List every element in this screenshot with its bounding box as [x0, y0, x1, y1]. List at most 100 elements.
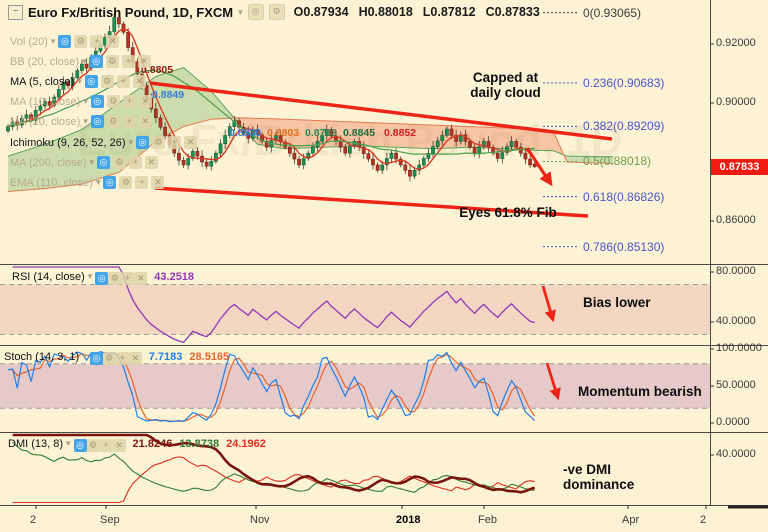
stoch-legend-row[interactable]: Stoch (14, 3, 1) ▾ ◎ ⚙ + ✕ 7.7183 28.5165 — [4, 349, 229, 365]
chevron-down-icon[interactable]: ▾ — [95, 177, 101, 187]
settings-gear-icon[interactable]: ⚙ — [106, 95, 120, 108]
settings-gear-icon[interactable]: ⚙ — [108, 271, 122, 285]
axis-tick-label: 40.0000 — [716, 315, 756, 327]
legend-row-ma-10-close[interactable]: MA (10, close) ▾ ◎ ⚙ + ✕ — [10, 94, 152, 109]
time-axis-label: Sep — [100, 514, 120, 526]
hide-series-button[interactable]: ◎ — [247, 4, 264, 20]
axis-tick-label: 100.0000 — [716, 342, 762, 354]
chevron-down-icon[interactable]: ▾ — [50, 36, 56, 46]
settings-gear-icon[interactable]: ⚙ — [106, 115, 120, 128]
add-indicator-icon[interactable]: + — [99, 438, 113, 452]
remove-indicator-icon[interactable]: ✕ — [106, 35, 120, 48]
remove-indicator-icon[interactable]: ✕ — [112, 438, 126, 452]
visibility-toggle-icon[interactable]: ◎ — [103, 176, 117, 189]
add-indicator-icon[interactable]: + — [122, 95, 136, 108]
remove-indicator-icon[interactable]: ✕ — [144, 156, 158, 169]
annotation-dmi-dominance: -ve DMI dominance — [563, 462, 634, 492]
annotation-eyes-fib: Eyes 61.8% Fib — [448, 205, 568, 220]
visibility-toggle-icon[interactable]: ◎ — [89, 351, 103, 365]
chevron-down-icon[interactable]: ▾ — [89, 157, 94, 167]
visibility-toggle-icon[interactable]: ◎ — [136, 136, 150, 149]
dmi-label: DMI (13, 8) — [8, 437, 64, 450]
legend-row-ema-110-close[interactable]: EMA (110, close) ▾ ◎ ⚙ + ✕ — [10, 175, 165, 190]
legend-row-bb-20-close[interactable]: BB (20, close) ▾ ◎ ⚙ + ✕ — [10, 54, 151, 69]
settings-gear-icon[interactable]: ⚙ — [112, 156, 126, 169]
fib-level-label: 0.5(0.88018) — [583, 154, 652, 169]
remove-indicator-icon[interactable]: ✕ — [138, 95, 152, 108]
ichimoku-value-label: 0.8852 — [384, 127, 417, 139]
add-indicator-icon[interactable]: + — [115, 351, 129, 365]
remove-indicator-icon[interactable]: ✕ — [128, 351, 142, 365]
indicator-label: EMA (110, close) — [10, 176, 93, 189]
settings-gear-icon[interactable]: ⚙ — [100, 75, 114, 88]
settings-gear-icon[interactable]: ⚙ — [86, 438, 100, 452]
add-indicator-icon[interactable]: + — [90, 35, 104, 48]
remove-indicator-icon[interactable]: ✕ — [184, 136, 198, 149]
time-axis-label: 2 — [30, 514, 37, 526]
legend-row-ma-5-close[interactable]: MA (5, close) ▾ ◎ ⚙ + ✕ — [10, 74, 146, 89]
visibility-toggle-icon[interactable]: ◎ — [90, 95, 104, 108]
settings-gear-icon[interactable]: ⚙ — [105, 55, 119, 68]
dmi-legend-row[interactable]: DMI (13, 8) ▾ ◎ ⚙ + ✕ 21.8246 13.8738 24.19… — [8, 436, 266, 452]
pane-separators — [0, 0, 768, 509]
remove-indicator-icon[interactable]: ✕ — [132, 75, 146, 88]
remove-indicator-icon[interactable]: ✕ — [138, 115, 152, 128]
chevron-down-icon[interactable]: ▾ — [238, 6, 243, 17]
rsi-value: 43.2518 — [154, 270, 195, 283]
trend-channel[interactable] — [149, 81, 613, 218]
symbol-title[interactable]: Euro Fx/British Pound, 1D, FXCM — [28, 4, 234, 20]
settings-gear-icon[interactable]: ⚙ — [152, 136, 166, 149]
legend-row-ichimoku-9-26-52-26[interactable]: Ichimoku (9, 26, 52, 26) ▾ ◎ ⚙ + ✕ — [10, 135, 198, 150]
settings-gear-icon[interactable]: ⚙ — [119, 176, 133, 189]
fib-level-label: 0.786(0.85130) — [583, 239, 665, 254]
fib-level-label: 0.618(0.86826) — [583, 189, 665, 204]
legend-row-ma-20-close[interactable]: MA (20, close) ▾ ◎ ⚙ + ✕ — [10, 114, 152, 129]
annotation-line: dominance — [563, 477, 635, 492]
rsi-pane — [0, 266, 710, 343]
time-axis-label: Nov — [250, 514, 270, 526]
chevron-down-icon[interactable]: ▾ — [128, 137, 134, 147]
rsi-legend-row[interactable]: RSI (14, close) ▾ ◎ ⚙ + ✕ 43.2518 — [12, 269, 195, 285]
visibility-toggle-icon[interactable]: ◎ — [95, 271, 109, 285]
chevron-down-icon[interactable]: ▾ — [82, 351, 87, 361]
rsi-label: RSI (14, close) — [12, 270, 85, 283]
axis-tick-label: 0.90000 — [716, 96, 756, 108]
legend-row-vol-20[interactable]: Vol (20) ▾ ◎ ⚙ + ✕ — [10, 34, 120, 49]
annotation-bias-lower: Bias lower — [583, 295, 651, 310]
time-axis-label: Feb — [478, 514, 497, 526]
add-indicator-icon[interactable]: + — [122, 115, 136, 128]
chevron-down-icon[interactable]: ▾ — [83, 116, 88, 126]
add-indicator-icon[interactable]: + — [121, 55, 135, 68]
visibility-toggle-icon[interactable]: ◎ — [73, 438, 87, 452]
open-value: O0.87934 — [293, 5, 349, 19]
dmi-minus-di-value: 24.1962 — [226, 437, 266, 450]
collapse-pane-icon[interactable]: − — [8, 4, 23, 20]
chevron-down-icon[interactable]: ▾ — [83, 96, 88, 106]
add-indicator-icon[interactable]: + — [128, 156, 142, 169]
visibility-toggle-icon[interactable]: ◎ — [90, 115, 104, 128]
remove-indicator-icon[interactable]: ✕ — [134, 271, 148, 285]
legend-row-ma-200-close[interactable]: MA (200, close) ▾ ◎ ⚙ + ✕ — [10, 155, 158, 170]
ichimoku-value-label: 0.8830 — [229, 127, 262, 139]
add-indicator-icon[interactable]: + — [121, 271, 135, 285]
chevron-down-icon[interactable]: ▾ — [82, 56, 87, 66]
indicator-label: MA (200, close) — [10, 156, 87, 169]
axis-tick-label: 80.0000 — [716, 265, 756, 277]
chevron-down-icon[interactable]: ▾ — [87, 271, 93, 281]
chevron-down-icon[interactable]: ▾ — [66, 438, 71, 448]
chevron-down-icon[interactable]: ▾ — [77, 76, 82, 86]
settings-gear-icon[interactable]: ⚙ — [102, 351, 116, 365]
series-settings-button[interactable]: ⚙ — [268, 4, 285, 20]
add-indicator-icon[interactable]: + — [116, 75, 130, 88]
visibility-toggle-icon[interactable]: ◎ — [84, 75, 98, 88]
add-indicator-icon[interactable]: + — [135, 176, 149, 189]
visibility-toggle-icon[interactable]: ◎ — [96, 156, 110, 169]
visibility-toggle-icon[interactable]: ◎ — [89, 55, 103, 68]
visibility-toggle-icon[interactable]: ◎ — [58, 35, 72, 48]
add-indicator-icon[interactable]: + — [168, 136, 182, 149]
remove-indicator-icon[interactable]: ✕ — [137, 55, 151, 68]
remove-indicator-icon[interactable]: ✕ — [151, 176, 165, 189]
settings-gear-icon[interactable]: ⚙ — [74, 35, 88, 48]
